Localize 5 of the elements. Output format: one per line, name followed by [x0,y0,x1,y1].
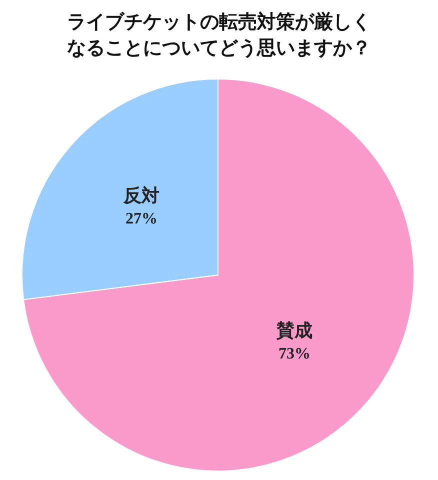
slice-label: 賛成 [275,320,312,340]
data-label: 73% [278,345,310,362]
chart-title: ライブチケットの転売対策が厳しくなることについてどう思いますか？ [66,10,372,61]
slice-label: 反対 [122,186,160,206]
data-label: 27% [126,210,158,228]
